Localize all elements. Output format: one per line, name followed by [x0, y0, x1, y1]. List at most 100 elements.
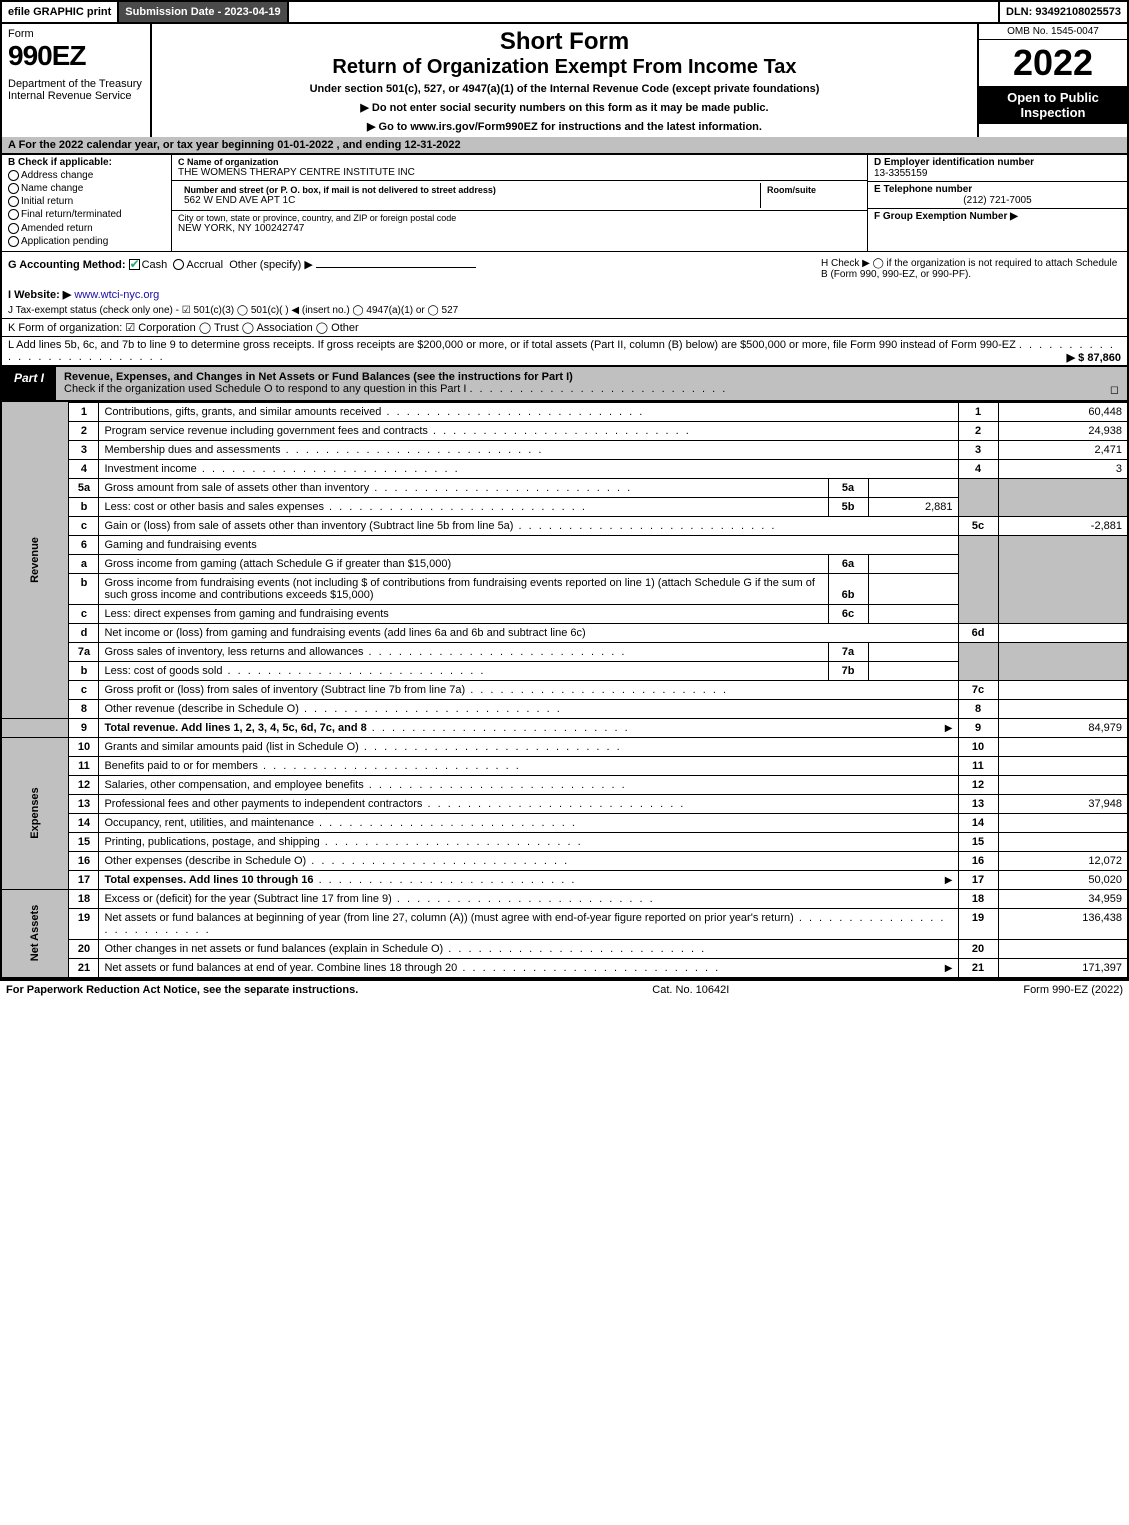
ln6c-num: c: [69, 604, 99, 623]
ln6c-sub: 6c: [828, 604, 868, 623]
chk-initial-return[interactable]: Initial return: [8, 196, 165, 207]
ln17-val: 50,020: [998, 870, 1128, 889]
ln14-desc: Occupancy, rent, utilities, and maintena…: [104, 817, 314, 829]
ln11-box: 11: [958, 756, 998, 775]
ln6c-desc: Less: direct expenses from gaming and fu…: [104, 608, 388, 620]
ln5c-num: c: [69, 516, 99, 535]
row-i: I Website: ▶ www.wtci-nyc.org: [0, 286, 1129, 303]
ln16-box: 16: [958, 851, 998, 870]
ln7c-box: 7c: [958, 680, 998, 699]
row-k: K Form of organization: ☑ Corporation ◯ …: [0, 319, 1129, 337]
ln11-desc: Benefits paid to or for members: [104, 760, 257, 772]
topbar: efile GRAPHIC print Submission Date - 20…: [0, 0, 1129, 24]
chk-final-return[interactable]: Final return/terminated: [8, 209, 165, 220]
ein-label: D Employer identification number: [874, 157, 1121, 168]
ln6-desc: Gaming and fundraising events: [99, 535, 958, 554]
form-label: Form: [8, 28, 144, 40]
ln1-val: 60,448: [998, 402, 1128, 421]
footer-center: Cat. No. 10642I: [358, 984, 1023, 996]
ln5b-subval: 2,881: [868, 497, 958, 516]
ln16-val: 12,072: [998, 851, 1128, 870]
ln6b-sub: 6b: [828, 573, 868, 604]
chk-address-change[interactable]: Address change: [8, 170, 165, 181]
other-specify: Other (specify) ▶: [229, 259, 313, 271]
ln3-box: 3: [958, 440, 998, 459]
ln5a-subval: [868, 478, 958, 497]
ln15-box: 15: [958, 832, 998, 851]
ln19-box: 19: [958, 908, 998, 939]
ln21-val: 171,397: [998, 958, 1128, 978]
col-c: C Name of organization THE WOMENS THERAP…: [172, 155, 867, 251]
chk-name-change[interactable]: Name change: [8, 183, 165, 194]
ln18-desc: Excess or (deficit) for the year (Subtra…: [104, 893, 391, 905]
ln16-desc: Other expenses (describe in Schedule O): [104, 855, 306, 867]
ln19-num: 19: [69, 908, 99, 939]
under-section: Under section 501(c), 527, or 4947(a)(1)…: [160, 83, 969, 95]
ln6d-box: 6d: [958, 623, 998, 642]
ln12-num: 12: [69, 775, 99, 794]
short-form-title: Short Form: [160, 28, 969, 56]
ln11-val: [998, 756, 1128, 775]
c-name-label: C Name of organization: [178, 157, 861, 167]
part1-title: Revenue, Expenses, and Changes in Net As…: [64, 371, 573, 383]
ln7b-desc: Less: cost of goods sold: [104, 665, 222, 677]
ln18-val: 34,959: [998, 889, 1128, 908]
ln15-val: [998, 832, 1128, 851]
ln1-desc: Contributions, gifts, grants, and simila…: [104, 406, 381, 418]
ln8-box: 8: [958, 699, 998, 718]
chk-application-pending[interactable]: Application pending: [8, 236, 165, 247]
ln10-num: 10: [69, 737, 99, 756]
ln7a-num: 7a: [69, 642, 99, 661]
row-j: J Tax-exempt status (check only one) - ☑…: [0, 303, 1129, 319]
ln18-box: 18: [958, 889, 998, 908]
ln9-num: 9: [69, 718, 99, 737]
goto-link[interactable]: ▶ Go to www.irs.gov/Form990EZ for instru…: [160, 120, 969, 133]
room-label: Room/suite: [767, 185, 855, 195]
dept-label: Department of the Treasury Internal Reve…: [8, 78, 144, 102]
b-header: B Check if applicable:: [8, 157, 165, 168]
part1-tab: Part I: [2, 367, 56, 400]
ln13-desc: Professional fees and other payments to …: [104, 798, 422, 810]
ln20-num: 20: [69, 939, 99, 958]
ln18-num: 18: [69, 889, 99, 908]
ln6b-desc: Gross income from fundraising events (no…: [104, 577, 814, 601]
ln6a-sub: 6a: [828, 554, 868, 573]
ln13-num: 13: [69, 794, 99, 813]
ln5a-desc: Gross amount from sale of assets other t…: [104, 482, 369, 494]
ln10-val: [998, 737, 1128, 756]
ln6-num: 6: [69, 535, 99, 554]
ln20-box: 20: [958, 939, 998, 958]
city-label: City or town, state or province, country…: [178, 213, 861, 223]
ln12-val: [998, 775, 1128, 794]
ln11-num: 11: [69, 756, 99, 775]
ln6d-num: d: [69, 623, 99, 642]
ln6d-desc: Net income or (loss) from gaming and fun…: [104, 627, 585, 639]
part1-check-text: Check if the organization used Schedule …: [64, 383, 466, 395]
ln17-desc: Total expenses. Add lines 10 through 16: [104, 874, 313, 886]
group-exemption-label: F Group Exemption Number ▶: [874, 211, 1018, 222]
header-center: Short Form Return of Organization Exempt…: [152, 24, 977, 137]
ln2-val: 24,938: [998, 421, 1128, 440]
omb: OMB No. 1545-0047: [979, 24, 1127, 40]
header-left: Form 990EZ Department of the Treasury In…: [2, 24, 152, 137]
ln14-val: [998, 813, 1128, 832]
ln2-desc: Program service revenue including govern…: [104, 425, 427, 437]
open-inspection: Open to Public Inspection: [979, 86, 1127, 124]
city-state-zip: NEW YORK, NY 100242747: [178, 223, 861, 234]
chk-amended-return[interactable]: Amended return: [8, 223, 165, 234]
chk-cash[interactable]: [129, 259, 140, 270]
ln4-num: 4: [69, 459, 99, 478]
ln14-box: 14: [958, 813, 998, 832]
ln21-num: 21: [69, 958, 99, 978]
no-ssn: ▶ Do not enter social security numbers o…: [160, 101, 969, 114]
chk-accrual[interactable]: [173, 259, 184, 270]
website-link[interactable]: www.wtci-nyc.org: [74, 289, 159, 301]
ln2-num: 2: [69, 421, 99, 440]
ln14-num: 14: [69, 813, 99, 832]
gross-receipts: ▶ $ 87,860: [1067, 351, 1121, 364]
part1-checkbox[interactable]: ◻: [1110, 383, 1119, 396]
ln8-val: [998, 699, 1128, 718]
section-bcd: B Check if applicable: Address change Na…: [0, 155, 1129, 252]
ln4-box: 4: [958, 459, 998, 478]
g-label: G Accounting Method:: [8, 259, 126, 271]
